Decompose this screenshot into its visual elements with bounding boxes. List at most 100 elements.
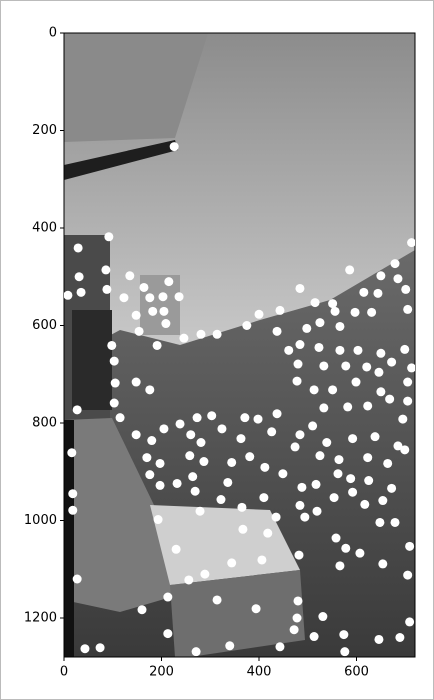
point xyxy=(403,305,412,314)
point xyxy=(154,515,163,524)
point xyxy=(378,559,387,568)
point xyxy=(383,459,392,468)
point xyxy=(346,474,355,483)
point xyxy=(407,363,416,372)
point xyxy=(240,413,249,422)
point xyxy=(341,361,350,370)
point xyxy=(139,283,148,292)
point xyxy=(395,633,404,642)
point xyxy=(360,500,369,509)
point xyxy=(237,503,246,512)
point xyxy=(284,346,293,355)
point xyxy=(68,506,77,515)
point xyxy=(138,605,147,614)
point xyxy=(119,293,128,302)
point xyxy=(328,385,337,394)
point xyxy=(159,307,168,316)
point xyxy=(125,271,134,280)
point xyxy=(111,379,120,388)
point xyxy=(363,453,372,462)
photo xyxy=(64,33,415,657)
point xyxy=(348,488,357,497)
point xyxy=(403,571,412,580)
point xyxy=(335,561,344,570)
point xyxy=(145,470,154,479)
point xyxy=(297,483,306,492)
point xyxy=(107,341,116,350)
point xyxy=(332,534,341,543)
point xyxy=(213,595,222,604)
point xyxy=(164,277,173,286)
point xyxy=(156,459,165,468)
x-tick-label: 600 xyxy=(344,665,369,680)
point xyxy=(101,265,110,274)
point xyxy=(273,327,282,336)
point xyxy=(216,495,225,504)
y-tick-label: 400 xyxy=(32,221,57,236)
point xyxy=(223,478,232,487)
point xyxy=(312,480,321,489)
point xyxy=(213,330,222,339)
y-tick-label: 600 xyxy=(32,318,57,333)
point xyxy=(318,612,327,621)
point xyxy=(310,632,319,641)
point xyxy=(132,378,141,387)
point xyxy=(199,457,208,466)
point xyxy=(252,604,261,613)
point xyxy=(373,289,382,298)
point xyxy=(340,647,349,656)
point xyxy=(148,307,157,316)
point xyxy=(73,575,82,584)
point xyxy=(227,558,236,567)
point xyxy=(207,411,216,420)
point xyxy=(328,299,337,308)
point xyxy=(330,493,339,502)
point xyxy=(407,238,416,247)
point xyxy=(193,413,202,422)
point xyxy=(77,288,86,297)
point xyxy=(333,469,342,478)
point xyxy=(273,409,282,418)
point xyxy=(153,341,162,350)
point xyxy=(345,265,354,274)
point xyxy=(334,455,343,464)
point xyxy=(400,345,409,354)
point xyxy=(393,274,402,283)
point xyxy=(200,570,209,579)
point xyxy=(147,436,156,445)
point xyxy=(267,427,276,436)
point xyxy=(217,424,226,433)
point xyxy=(263,529,272,538)
y-tick-label: 200 xyxy=(32,123,57,138)
point xyxy=(172,545,181,554)
point xyxy=(260,463,269,472)
point xyxy=(313,507,322,516)
point xyxy=(343,402,352,411)
point xyxy=(391,518,400,527)
point xyxy=(184,575,193,584)
point xyxy=(335,322,344,331)
point xyxy=(68,489,77,498)
point xyxy=(242,321,251,330)
point xyxy=(295,430,304,439)
y-tick-label: 0 xyxy=(49,26,57,41)
point xyxy=(295,501,304,510)
point xyxy=(387,358,396,367)
point xyxy=(110,399,119,408)
point xyxy=(132,311,141,320)
point xyxy=(278,469,287,478)
point xyxy=(363,401,372,410)
point xyxy=(196,507,205,516)
point xyxy=(275,642,284,651)
point xyxy=(175,292,184,301)
point xyxy=(376,387,385,396)
point xyxy=(245,452,254,461)
point xyxy=(351,308,360,317)
point xyxy=(359,288,368,297)
point xyxy=(196,330,205,339)
point xyxy=(116,413,125,422)
point xyxy=(80,644,89,653)
point xyxy=(310,385,319,394)
point xyxy=(96,643,105,652)
x-tick-label: 0 xyxy=(60,665,68,680)
